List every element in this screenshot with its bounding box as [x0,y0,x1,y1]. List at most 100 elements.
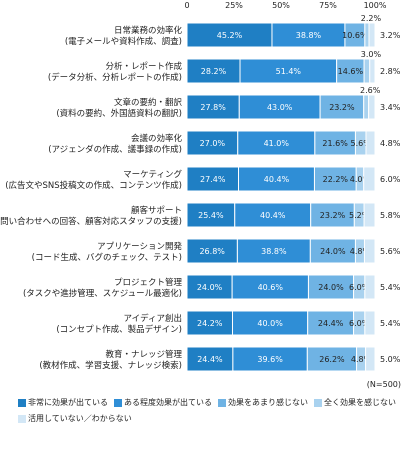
data-label: 2.2% [361,14,382,23]
bar-segment [231,310,309,336]
legend-item: 効果をあまり感じない [218,396,308,410]
data-label: 5.6% [380,247,401,256]
data-label: 45.2% [217,31,243,40]
x-tick-label: 100% [364,1,387,10]
data-label: 5.2% [349,211,370,220]
data-label: 2.8% [380,67,401,76]
data-label: 3.0% [361,50,382,59]
bar-segment [363,202,376,228]
legend-swatch [18,415,26,423]
category-subtitle: (資料の要約、外国語資料の翻訳) [56,108,182,119]
legend-label: 活用していない／わからない [28,414,132,423]
data-label: 38.8% [261,247,287,256]
data-label: 21.6% [322,139,348,148]
data-label: 23.2% [320,211,346,220]
bar-segment [363,238,376,264]
bar-segment [369,58,376,84]
data-label: 27.8% [200,103,226,112]
data-label: 4.8% [380,139,401,148]
legend-swatch [218,399,226,407]
data-label: 4.8% [350,247,371,256]
bar-segment [307,274,355,300]
data-label: 24.4% [197,355,223,364]
data-label: 26.8% [199,247,225,256]
data-label: 4.8% [351,355,372,364]
bar-segment [364,310,376,336]
legend-label: 全く効果を感じない [324,398,396,407]
legend-item: 全く効果を感じない [314,396,396,410]
category-title: マーケティング [123,169,182,180]
category-subtitle: (データ分析、分析レポートの作成) [48,72,182,83]
category-title: アイディア創出 [124,313,182,324]
bar-segment [238,166,315,192]
category-subtitle: (アジェンダの作成、議事録の作成) [48,144,182,155]
data-label: 24.0% [320,247,346,256]
bar-segment [186,274,233,300]
bar-segment [363,94,370,120]
bar-segment [310,202,355,228]
category-subtitle: (教材作成、学習支援、ナレッジ検索) [39,360,182,371]
category-subtitle: (電子メールや資料作成、調査) [65,36,182,47]
bar-segment [365,130,376,156]
bar-segment [231,274,309,300]
legend-item: 活用していない／わからない [18,412,132,426]
legend-swatch [314,399,322,407]
bar-segment [186,22,273,48]
category-title: 文章の要約・翻訳 [114,97,183,108]
data-label: 28.2% [201,67,227,76]
data-label: 5.6% [351,139,372,148]
bar-segment [365,346,376,372]
category-title: 顧客サポート [131,205,182,216]
category-subtitle: (タスクや進捗管理、スケジュール最適化) [23,288,182,299]
data-label: 4.0% [350,175,371,184]
data-label: 6.0% [349,283,370,292]
data-label: 24.4% [318,319,344,328]
x-tick-label: 50% [272,1,290,10]
category-title: 教育・ナレッジ管理 [105,349,182,360]
data-label: 24.0% [197,283,223,292]
data-label: 27.0% [200,139,226,148]
data-label: 5.4% [380,283,401,292]
data-label: 24.2% [197,319,223,328]
bar-segment [237,130,316,156]
legend-label: 非常に効果が出ている [28,398,108,407]
bar-segment [364,274,376,300]
bar-segment [186,238,238,264]
data-label: 25.4% [198,211,224,220]
data-label: 27.4% [200,175,226,184]
x-tick-label: 25% [225,1,243,10]
data-label: 38.8% [296,31,322,40]
bar-segment [368,94,376,120]
bar-segment [239,58,338,84]
data-label: 39.6% [257,355,283,364]
category-title: 日常業務の効率化 [114,25,183,36]
legend-swatch [114,399,122,407]
legend: 非常に効果が出ている ある程度効果が出ている 効果をあまり感じない 全く効果を感じない… [18,396,403,428]
legend-item: ある程度効果が出ている [114,396,212,410]
data-label: 14.6% [338,67,364,76]
legend-item: 非常に効果が出ている [18,396,108,410]
category-subtitle: (問い合わせへの回答、顧客対応スタッフの支援) [0,216,182,227]
sample-size-note: (N=500) [366,380,401,389]
bar-segment [234,202,312,228]
data-label: 3.2% [380,31,401,40]
data-label: 24.0% [318,283,344,292]
category-subtitle: (広告文やSNS投稿文の作成、コンテンツ作成) [5,180,182,191]
bar-segment [363,58,371,84]
data-label: 40.6% [258,283,284,292]
data-label: 43.0% [267,103,293,112]
bar-segment [336,58,365,84]
x-tick-label: 0 [184,1,189,10]
data-label: 40.0% [257,319,283,328]
bar-segment [319,94,365,120]
bar-segment [364,22,370,48]
legend-swatch [18,399,26,407]
bar-segment [306,346,358,372]
category-subtitle: (コンセプト作成、製品デザイン) [56,324,182,335]
bar-segment [186,58,241,84]
data-label: 23.2% [329,103,355,112]
category-title: 分析・レポート作成 [105,61,182,72]
data-label: 5.0% [380,355,401,364]
bar-segment [186,310,233,336]
bar-segment [186,130,239,156]
